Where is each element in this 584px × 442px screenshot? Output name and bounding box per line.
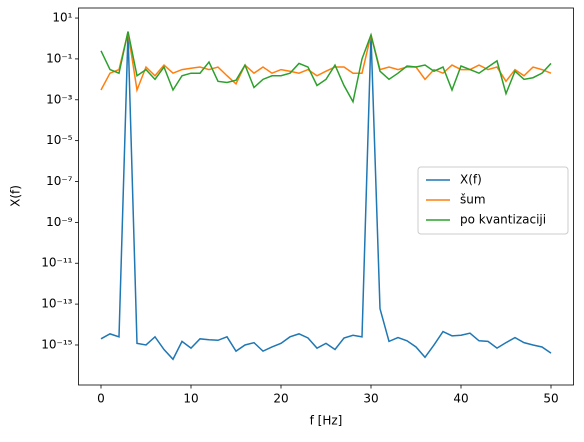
y-tick-label: 10⁻¹⁵ bbox=[41, 337, 72, 351]
y-tick-label: 10⁻¹¹ bbox=[41, 256, 72, 270]
legend-label: šum bbox=[460, 193, 486, 207]
y-tick-label: 10⁻⁷ bbox=[46, 174, 73, 188]
y-tick-label: 10⁻³ bbox=[46, 92, 73, 106]
y-axis-label: X(f) bbox=[9, 185, 23, 207]
legend-label: po kvantizaciji bbox=[460, 213, 546, 227]
series-line bbox=[100, 32, 552, 361]
y-tick-label: 10⁻¹³ bbox=[41, 297, 72, 311]
y-tick-label: 10⁻⁹ bbox=[46, 215, 73, 229]
x-axis-label: f [Hz] bbox=[310, 414, 343, 428]
y-tick-label: 10¹ bbox=[52, 11, 72, 25]
y-tick-label: 10⁻¹ bbox=[46, 51, 73, 65]
x-tick-label: 20 bbox=[273, 392, 288, 406]
series-line bbox=[100, 31, 552, 104]
series-line bbox=[100, 32, 552, 93]
x-tick-label: 0 bbox=[97, 392, 105, 406]
x-tick-label: 30 bbox=[363, 392, 378, 406]
legend-label: X(f) bbox=[460, 173, 482, 187]
x-tick-label: 10 bbox=[183, 392, 198, 406]
legend-box bbox=[417, 166, 569, 235]
x-tick-label: 40 bbox=[453, 392, 468, 406]
y-tick-label: 10⁻⁵ bbox=[46, 133, 73, 147]
x-tick-label: 50 bbox=[543, 392, 558, 406]
plot-frame bbox=[78, 7, 574, 386]
